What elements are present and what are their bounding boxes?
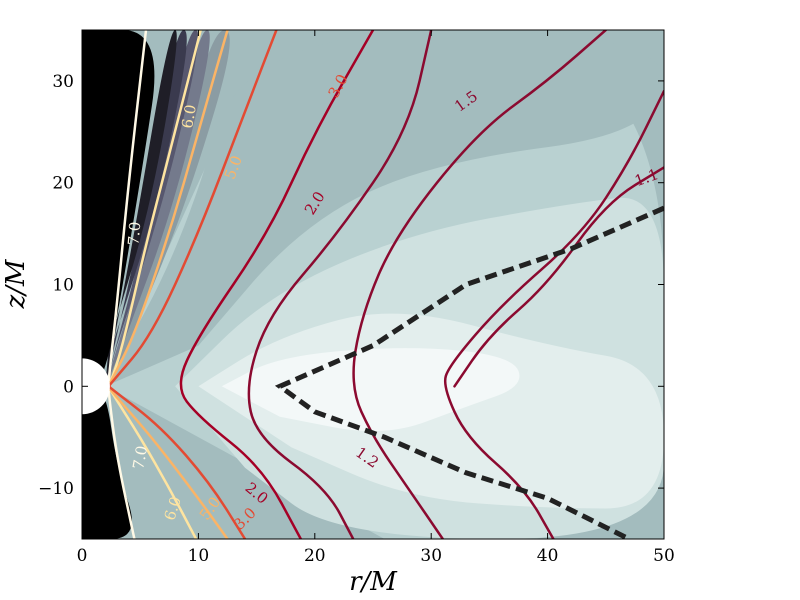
dashed-boundary-group [274,205,664,539]
filled-contour-bands [82,30,664,539]
contour-label-7: 7.0 [129,444,151,471]
y-tick-label: 20 [52,174,74,194]
black-hole-horizon [82,358,110,415]
contour-line-4 [179,30,375,539]
plot-frame [81,29,665,540]
contour-label-0: 7.0 [124,221,144,246]
contour-line-1 [108,30,202,539]
contour-band-11 [82,386,132,539]
x-tick-label: 10 [188,546,210,566]
contour-band-3 [221,348,520,432]
contour-lines [107,30,664,539]
y-tick-labels: −10 0 10 20 30 [38,72,74,499]
plot-area: 7.06.05.03.02.01.51.17.06.0 5.0 3.02.01.2 [82,30,664,539]
x-tick-label: 50 [653,546,675,566]
y-axis-title: z/M [1,258,31,309]
y-tick-label: −10 [38,479,74,499]
y-tick-label: 10 [52,276,74,296]
contour-line-7 [443,89,664,539]
contour-label-1: 6.0 [178,103,200,130]
contour-line-5 [247,30,433,539]
contour-line-2 [108,30,229,539]
x-tick-label: 40 [537,546,559,566]
contour-line-3 [108,30,278,539]
y-tick-label: 0 [63,377,74,397]
x-tick-label: 20 [304,546,326,566]
x-tick-label: 30 [420,546,442,566]
x-axis-title: r/M [349,567,398,597]
contour-band-4 [105,30,664,387]
x-tick-labels: 0 10 20 30 40 50 [77,546,675,566]
y-tick-label: 30 [52,72,74,92]
contour-line-0 [107,30,148,539]
dashed-boundary [274,205,664,539]
contour-line-6 [352,30,608,539]
x-tick-label: 0 [77,546,88,566]
contour-band-9 [105,30,177,387]
